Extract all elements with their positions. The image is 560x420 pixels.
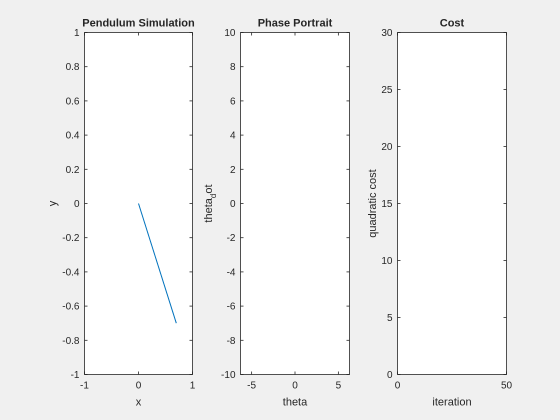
chart-title: Cost	[440, 18, 465, 30]
axes-box	[397, 32, 507, 375]
y-tick-label: -10	[221, 370, 236, 381]
x-tick-label: 0	[136, 381, 142, 392]
x-tick-label: -1	[80, 381, 89, 392]
subplot-1: -1 0 1-1-0.8-0.6-0.4-0.200.20.40.60.81Pend…	[47, 18, 196, 409]
subplot-3: 0 50 0 5 10 15 20 25 30 Cost iteration quadratic co…	[367, 18, 512, 409]
y-axis-label: thetadot	[203, 184, 218, 222]
y-tick-label: 0	[74, 199, 80, 210]
y-tick-label: 0.6	[66, 96, 80, 107]
series-line-1	[138, 203, 177, 324]
y-tick-label: -0.8	[62, 336, 80, 347]
y-tick-label: 10	[224, 28, 236, 39]
x-axis-label: x	[136, 397, 142, 409]
y-tick-label: 0.8	[66, 62, 80, 73]
y-tick-label: 1	[74, 28, 80, 39]
y-tick-label: 20	[381, 142, 393, 153]
y-axis-label: quadratic cost	[367, 169, 379, 237]
axes-box	[240, 32, 350, 375]
x-tick-label: 0	[395, 381, 401, 392]
y-tick-label: 4	[230, 131, 236, 142]
x-tick-label: 50	[501, 381, 513, 392]
x-axis-label: theta	[283, 397, 308, 409]
y-axis-label: y	[47, 200, 59, 206]
chart-title: Phase Portrait	[258, 18, 333, 30]
y-tick-label: 25	[381, 85, 393, 96]
y-tick-label: -0.6	[62, 302, 80, 313]
y-tick-label: 0.2	[66, 165, 80, 176]
y-tick-label: -2	[227, 233, 236, 244]
y-tick-label: 30	[381, 28, 393, 39]
y-tick-label: 0	[387, 370, 393, 381]
y-tick-label: -4	[227, 267, 236, 278]
y-tick-label: 5	[387, 313, 393, 324]
y-tick-label: 10	[381, 256, 393, 267]
x-axis-label: iteration	[432, 397, 471, 409]
chart-title: Pendulum Simulation	[82, 18, 195, 30]
y-tick-label: -0.2	[62, 233, 80, 244]
y-tick-label: 15	[381, 199, 393, 210]
y-tick-label: -1	[71, 370, 80, 381]
y-tick-label: -6	[227, 302, 236, 313]
subplot-2: -5 0 5 -10 -8 -6 -4 -2 0 2 4 6 8 10 Phase Portrait thet…	[203, 18, 350, 409]
x-tick-label: -5	[247, 381, 256, 392]
x-tick-label: 1	[190, 381, 196, 392]
x-tick-label: 0	[292, 381, 298, 392]
y-tick-label: -0.4	[62, 267, 80, 278]
y-tick-label: 8	[230, 62, 236, 73]
y-tick-label: 2	[230, 165, 236, 176]
y-tick-label: -8	[227, 336, 236, 347]
y-tick-label: 6	[230, 96, 236, 107]
y-tick-label: 0.4	[66, 131, 80, 142]
y-tick-label: 0	[230, 199, 236, 210]
x-tick-label: 5	[336, 381, 342, 392]
